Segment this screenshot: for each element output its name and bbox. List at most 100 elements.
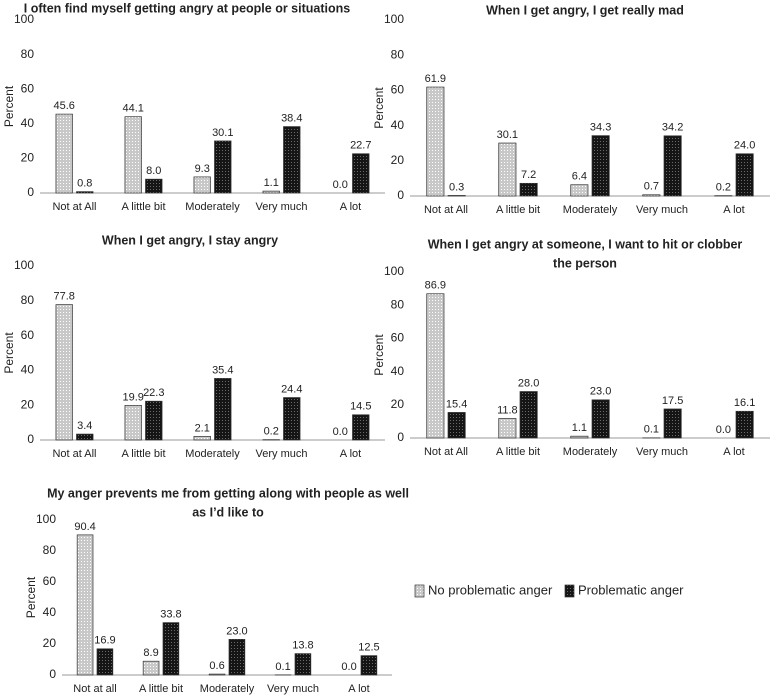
y-tick-label: 100 bbox=[36, 512, 56, 526]
bar bbox=[426, 86, 445, 197]
x-tick-label: A lot bbox=[340, 201, 361, 213]
y-tick-label: 100 bbox=[384, 12, 404, 26]
value-label: 19.9 bbox=[123, 391, 144, 403]
value-label: 0.7 bbox=[644, 181, 659, 193]
x-tick-label: Not at All bbox=[52, 448, 96, 460]
x-tick-label: Moderately bbox=[563, 446, 618, 458]
x-tick-label: A lot bbox=[723, 204, 744, 216]
value-label: 22.3 bbox=[143, 387, 164, 399]
value-label: 17.5 bbox=[662, 395, 683, 407]
value-label: 11.8 bbox=[497, 404, 518, 416]
value-label: 61.9 bbox=[425, 73, 446, 85]
y-axis-label: Percent bbox=[372, 334, 386, 376]
bar bbox=[208, 673, 226, 676]
chart-title: the person bbox=[553, 256, 617, 270]
bar bbox=[498, 418, 517, 439]
x-tick-label: Moderately bbox=[563, 204, 618, 216]
bar bbox=[360, 655, 378, 676]
bar bbox=[55, 113, 73, 194]
x-tick-label: A little bit bbox=[496, 446, 540, 458]
legend-swatch bbox=[564, 584, 575, 598]
value-label: 35.4 bbox=[212, 364, 233, 376]
y-tick-label: 80 bbox=[21, 47, 35, 61]
bar bbox=[145, 178, 163, 194]
y-tick-label: 0 bbox=[397, 430, 404, 444]
value-label: 0.8 bbox=[77, 178, 92, 190]
value-label: 8.9 bbox=[143, 647, 158, 659]
value-label: 33.8 bbox=[160, 609, 181, 621]
y-axis-label: Percent bbox=[24, 576, 38, 618]
bar bbox=[570, 435, 589, 439]
y-tick-label: 0 bbox=[27, 185, 34, 199]
value-label: 22.7 bbox=[350, 140, 371, 152]
value-label: 14.5 bbox=[350, 401, 371, 413]
value-label: 0.0 bbox=[333, 179, 348, 191]
bar bbox=[570, 184, 589, 197]
bar bbox=[352, 153, 370, 194]
bar bbox=[519, 182, 538, 197]
x-tick-label: A little bit bbox=[139, 683, 183, 695]
y-tick-label: 20 bbox=[43, 636, 57, 650]
bar bbox=[76, 534, 94, 676]
bar bbox=[193, 176, 211, 194]
y-tick-label: 20 bbox=[391, 397, 405, 411]
chart-title: When I get angry, I stay angry bbox=[102, 233, 278, 247]
value-label: 28.0 bbox=[518, 377, 539, 389]
y-tick-label: 60 bbox=[21, 81, 35, 95]
bar bbox=[498, 142, 517, 197]
bar bbox=[591, 399, 610, 439]
value-label: 30.1 bbox=[212, 127, 233, 139]
x-tick-label: Very much bbox=[267, 683, 319, 695]
y-tick-label: 80 bbox=[391, 47, 405, 61]
bar bbox=[642, 194, 661, 197]
bar bbox=[447, 412, 466, 439]
value-label: 16.1 bbox=[734, 397, 755, 409]
bar bbox=[447, 195, 466, 197]
x-tick-label: A lot bbox=[723, 446, 744, 458]
bar bbox=[352, 414, 370, 441]
x-tick-label: Very much bbox=[256, 448, 308, 460]
y-axis-label: Percent bbox=[2, 332, 16, 374]
x-tick-label: Very much bbox=[256, 201, 308, 213]
chart-title: as I’d like to bbox=[192, 505, 264, 519]
y-tick-label: 0 bbox=[27, 432, 34, 446]
y-tick-label: 40 bbox=[391, 364, 405, 378]
bar bbox=[735, 153, 754, 197]
y-tick-label: 100 bbox=[14, 12, 34, 26]
value-label: 1.1 bbox=[264, 177, 279, 189]
bar bbox=[294, 653, 312, 676]
bar bbox=[76, 433, 94, 441]
x-tick-label: A little bit bbox=[121, 201, 165, 213]
value-label: 34.3 bbox=[590, 122, 611, 134]
y-tick-label: 20 bbox=[21, 151, 35, 165]
legend-label: Problematic anger bbox=[578, 582, 684, 597]
value-label: 9.3 bbox=[195, 163, 210, 175]
bar bbox=[145, 400, 163, 441]
chart-title: I often find myself getting angry at peo… bbox=[24, 1, 350, 15]
y-tick-label: 40 bbox=[21, 363, 35, 377]
y-tick-label: 40 bbox=[391, 118, 405, 132]
value-label: 7.2 bbox=[521, 169, 536, 181]
y-tick-label: 20 bbox=[21, 397, 35, 411]
bar bbox=[262, 190, 280, 194]
x-tick-label: Moderately bbox=[185, 201, 240, 213]
value-label: 0.6 bbox=[209, 660, 224, 672]
value-label: 1.1 bbox=[572, 422, 587, 434]
y-tick-label: 80 bbox=[21, 293, 35, 307]
y-tick-label: 100 bbox=[384, 264, 404, 278]
x-tick-label: Not at all bbox=[73, 683, 116, 695]
y-axis-label: Percent bbox=[372, 87, 386, 129]
bar bbox=[283, 126, 301, 194]
bar bbox=[228, 638, 246, 676]
bar bbox=[426, 293, 445, 439]
bar bbox=[124, 405, 142, 441]
y-tick-label: 40 bbox=[21, 116, 35, 130]
x-tick-label: Not at All bbox=[424, 446, 468, 458]
bar bbox=[142, 660, 160, 676]
x-tick-label: Moderately bbox=[200, 683, 255, 695]
legend-swatch bbox=[414, 584, 425, 598]
y-tick-label: 20 bbox=[391, 153, 405, 167]
y-tick-label: 100 bbox=[14, 258, 34, 272]
value-label: 0.1 bbox=[275, 661, 290, 673]
